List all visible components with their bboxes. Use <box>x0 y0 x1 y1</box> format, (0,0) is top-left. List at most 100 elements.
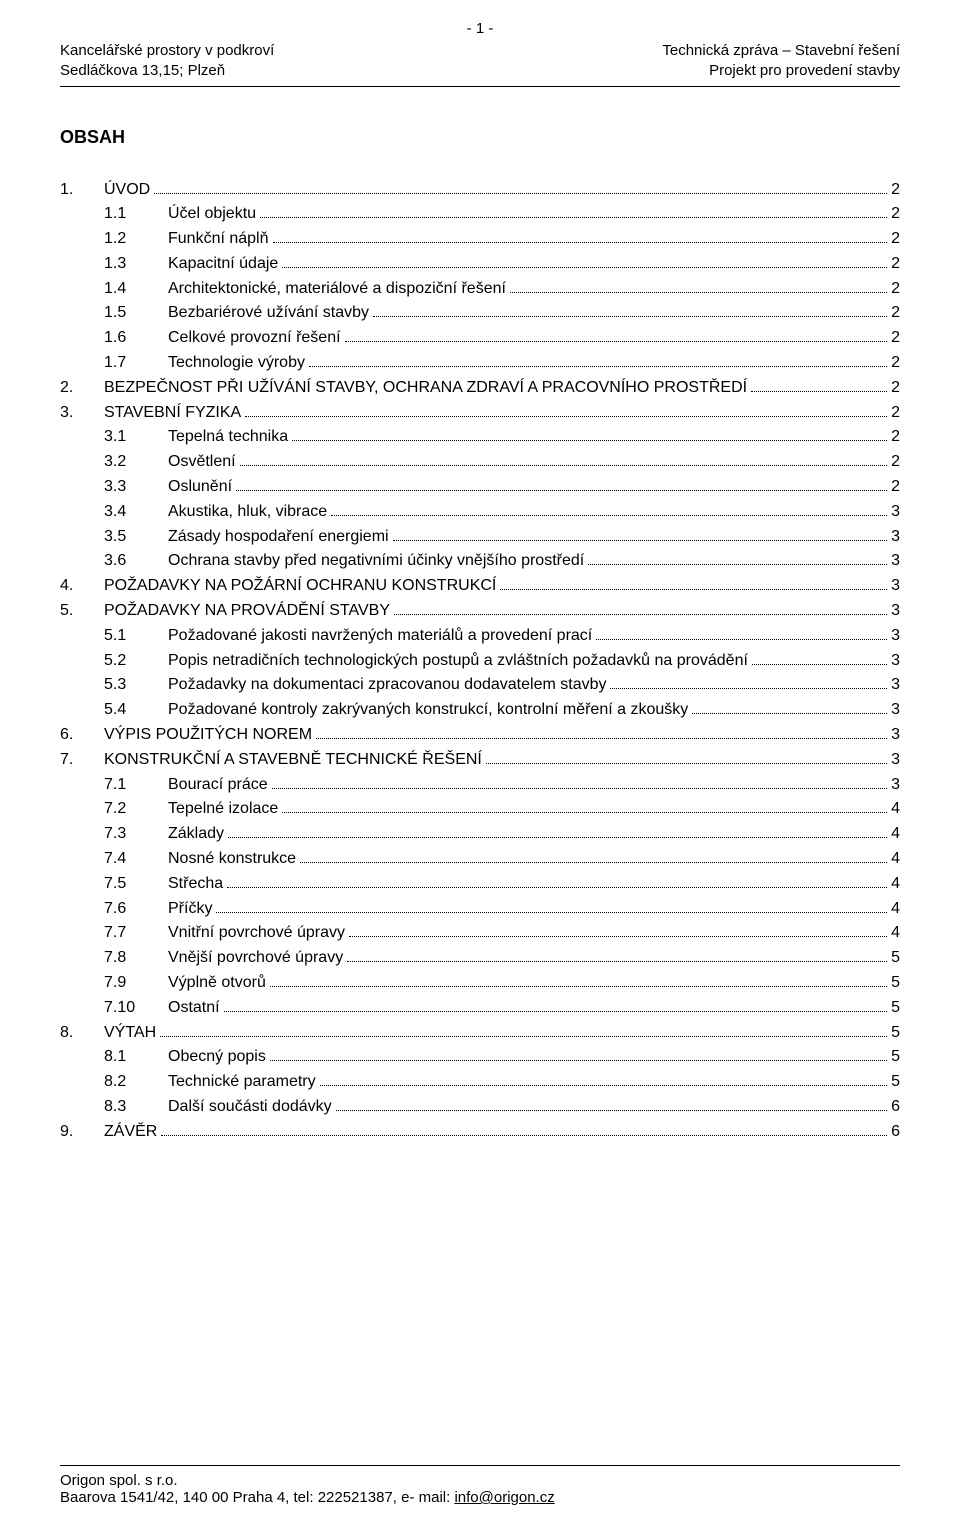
toc-entry[interactable]: 8.VÝTAH 5 <box>60 1021 900 1046</box>
toc-entry-number: 8. <box>60 1021 104 1046</box>
toc-entry-number: 9. <box>60 1120 104 1145</box>
footer-email-link[interactable]: info@origon.cz <box>454 1489 554 1506</box>
toc-leader-dots <box>510 277 887 292</box>
toc-entry[interactable]: 5.4Požadované kontroly zakrývaných konst… <box>60 698 900 723</box>
toc-entry[interactable]: 7.6Příčky 4 <box>60 897 900 922</box>
toc-entry[interactable]: 7.KONSTRUKČNÍ A STAVEBNĚ TECHNICKÉ ŘEŠEN… <box>60 748 900 773</box>
toc-entry[interactable]: 5.POŽADAVKY NA PROVÁDĚNÍ STAVBY 3 <box>60 599 900 624</box>
toc-entry[interactable]: 7.4Nosné konstrukce 4 <box>60 847 900 872</box>
toc-entry-page: 4 <box>891 897 900 922</box>
toc-leader-dots <box>292 426 887 441</box>
toc-entry-label: Oslunění <box>168 475 232 500</box>
toc-entry[interactable]: 1.5Bezbariérové užívání stavby 2 <box>60 301 900 326</box>
toc-leader-dots <box>240 451 888 466</box>
toc-entry-number: 3.2 <box>104 450 168 475</box>
toc-entry[interactable]: 1.7Technologie výroby 2 <box>60 351 900 376</box>
toc-leader-dots <box>227 872 887 887</box>
toc-entry-page: 4 <box>891 847 900 872</box>
toc-leader-dots <box>309 352 887 367</box>
toc-entry[interactable]: 8.3Další součásti dodávky 6 <box>60 1095 900 1120</box>
toc-entry-number: 3.3 <box>104 475 168 500</box>
toc-entry-number: 7.8 <box>104 946 168 971</box>
toc-entry-label: Technické parametry <box>168 1070 316 1095</box>
toc-leader-dots <box>270 1046 887 1061</box>
toc-entry-label: VÝTAH <box>104 1021 156 1046</box>
toc-entry-page: 3 <box>891 599 900 624</box>
toc-title: OBSAH <box>60 127 900 148</box>
toc-entry-number: 1.5 <box>104 301 168 326</box>
toc-entry[interactable]: 7.7Vnitřní povrchové úpravy 4 <box>60 921 900 946</box>
toc-entry-label: Osvětlení <box>168 450 236 475</box>
toc-entry-page: 4 <box>891 872 900 897</box>
toc-entry-number: 7.7 <box>104 921 168 946</box>
toc-leader-dots <box>394 600 887 615</box>
toc-entry[interactable]: 1.3Kapacitní údaje 2 <box>60 252 900 277</box>
toc-entry-label: Příčky <box>168 897 212 922</box>
toc-entry-label: Střecha <box>168 872 223 897</box>
toc-entry-number: 8.3 <box>104 1095 168 1120</box>
toc-entry[interactable]: 3.STAVEBNÍ FYZIKA 2 <box>60 401 900 426</box>
toc-entry[interactable]: 4.POŽADAVKY NA POŽÁRNÍ OCHRANU KONSTRUKC… <box>60 574 900 599</box>
toc-entry-page: 3 <box>891 773 900 798</box>
toc-entry[interactable]: 6.VÝPIS POUŽITÝCH NOREM 3 <box>60 723 900 748</box>
toc-entry-page: 5 <box>891 946 900 971</box>
toc-entry-number: 7.3 <box>104 822 168 847</box>
toc-entry-page: 4 <box>891 822 900 847</box>
footer: Origon spol. s r.o. Baarova 1541/42, 140… <box>60 1465 900 1506</box>
toc-entry[interactable]: 1.2Funkční náplň 2 <box>60 227 900 252</box>
toc-entry-page: 2 <box>891 227 900 252</box>
toc-entry[interactable]: 8.1Obecný popis 5 <box>60 1045 900 1070</box>
toc-leader-dots <box>596 624 887 639</box>
toc-entry[interactable]: 3.1Tepelná technika 2 <box>60 425 900 450</box>
toc-entry[interactable]: 5.3Požadavky na dokumentaci zpracovanou … <box>60 673 900 698</box>
toc-entry[interactable]: 3.3Oslunění 2 <box>60 475 900 500</box>
toc-entry[interactable]: 2.BEZPEČNOST PŘI UŽÍVÁNÍ STAVBY, OCHRANA… <box>60 376 900 401</box>
toc-entry-number: 5.2 <box>104 649 168 674</box>
toc-entry-page: 3 <box>891 673 900 698</box>
toc-entry-label: Funkční náplň <box>168 227 269 252</box>
toc-entry-label: VÝPIS POUŽITÝCH NOREM <box>104 723 312 748</box>
footer-line1: Origon spol. s r.o. <box>60 1472 900 1489</box>
toc-entry-label: Výplně otvorů <box>168 971 266 996</box>
toc-entry-label: Architektonické, materiálové a dispozičn… <box>168 277 506 302</box>
toc-entry-page: 2 <box>891 376 900 401</box>
toc-entry[interactable]: 5.2Popis netradičních technologických po… <box>60 649 900 674</box>
toc-entry[interactable]: 3.2Osvětlení 2 <box>60 450 900 475</box>
toc-entry[interactable]: 9.ZÁVĚR 6 <box>60 1120 900 1145</box>
toc-entry-page: 3 <box>891 723 900 748</box>
toc-entry[interactable]: 7.2Tepelné izolace 4 <box>60 797 900 822</box>
toc-leader-dots <box>692 699 887 714</box>
toc-entry[interactable]: 1.1Účel objektu 2 <box>60 202 900 227</box>
toc-leader-dots <box>486 748 887 763</box>
toc-entry-label: Popis netradičních technologických postu… <box>168 649 748 674</box>
header-left-line2: Sedláčkova 13,15; Plzeň <box>60 61 225 81</box>
toc-leader-dots <box>224 996 888 1011</box>
toc-entry-page: 2 <box>891 301 900 326</box>
toc-entry[interactable]: 3.6Ochrana stavby před negativními účink… <box>60 549 900 574</box>
toc-entry[interactable]: 1.6Celkové provozní řešení 2 <box>60 326 900 351</box>
toc-entry[interactable]: 5.1Požadované jakosti navržených materiá… <box>60 624 900 649</box>
toc-entry-label: ÚVOD <box>104 178 150 203</box>
toc-entry[interactable]: 1.ÚVOD 2 <box>60 178 900 203</box>
toc-entry-page: 3 <box>891 525 900 550</box>
toc-entry[interactable]: 7.1Bourací práce 3 <box>60 773 900 798</box>
toc-entry[interactable]: 7.8Vnější povrchové úpravy 5 <box>60 946 900 971</box>
toc-entry-page: 3 <box>891 649 900 674</box>
toc-entry[interactable]: 3.5Zásady hospodaření energiemi 3 <box>60 525 900 550</box>
toc-entry-page: 2 <box>891 202 900 227</box>
toc-entry-label: Ochrana stavby před negativními účinky v… <box>168 549 584 574</box>
toc-entry-page: 2 <box>891 475 900 500</box>
header-left-line1: Kancelářské prostory v podkroví <box>60 41 274 61</box>
toc-entry[interactable]: 7.10Ostatní 5 <box>60 996 900 1021</box>
toc-entry[interactable]: 7.9Výplně otvorů 5 <box>60 971 900 996</box>
toc-entry-label: Tepelné izolace <box>168 797 278 822</box>
toc-entry-number: 1.4 <box>104 277 168 302</box>
toc-entry[interactable]: 8.2Technické parametry 5 <box>60 1070 900 1095</box>
toc-entry[interactable]: 3.4Akustika, hluk, vibrace 3 <box>60 500 900 525</box>
toc-leader-dots <box>331 500 887 515</box>
toc-entry[interactable]: 7.5Střecha 4 <box>60 872 900 897</box>
toc-entry[interactable]: 7.3Základy 4 <box>60 822 900 847</box>
toc-entry-page: 5 <box>891 1045 900 1070</box>
toc-entry[interactable]: 1.4Architektonické, materiálové a dispoz… <box>60 277 900 302</box>
toc-entry-number: 7.4 <box>104 847 168 872</box>
